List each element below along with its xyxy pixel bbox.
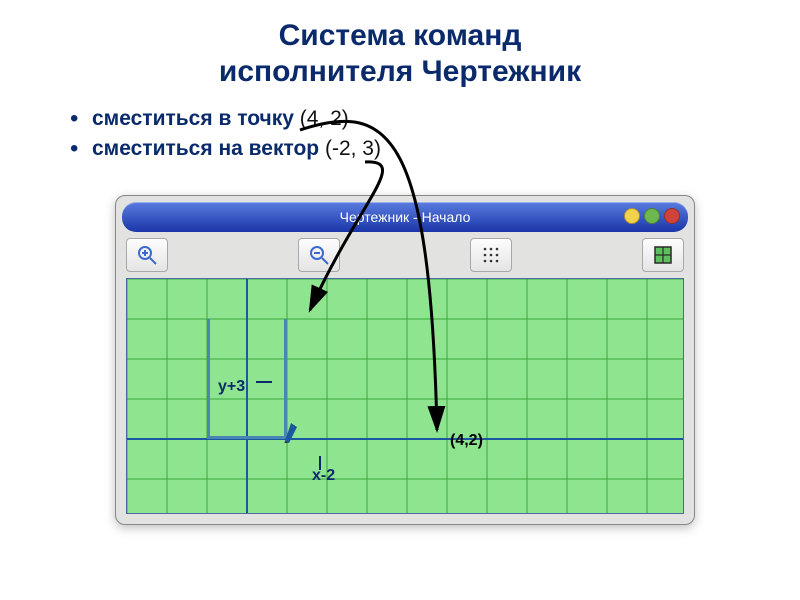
bullet-rest: (-2, 3): [319, 137, 381, 160]
minimize-icon[interactable]: [624, 208, 640, 224]
maximize-icon[interactable]: [644, 208, 660, 224]
grid-dots-icon: [480, 244, 502, 266]
bullet-bold: сместиться в точку: [92, 107, 294, 130]
title-line-1: Система команд: [279, 19, 522, 52]
bullet-move-by-vector: сместиться на вектор (-2, 3): [70, 134, 800, 164]
zoom-in-button[interactable]: [126, 238, 168, 272]
zoom-out-button[interactable]: [298, 238, 340, 272]
label-x-minus-2: x-2: [312, 467, 335, 485]
slide-title: Система команд исполнителя Чертежник: [0, 0, 800, 90]
command-bullets: сместиться в точку (4, 2) сместиться на …: [70, 104, 800, 164]
grid-button[interactable]: [470, 238, 512, 272]
drawing-canvas: [126, 278, 684, 514]
zoom-out-icon: [308, 244, 330, 266]
bullet-bold: сместиться на вектор: [92, 137, 319, 160]
bullet-rest: (4, 2): [294, 107, 349, 130]
title-line-2: исполнителя Чертежник: [219, 55, 581, 88]
label-y-plus-3: y+3: [218, 378, 245, 396]
window-titlebar: Чертежник - Начало: [122, 202, 688, 232]
zoom-in-icon: [136, 244, 158, 266]
label-point-4-2: (4,2): [450, 432, 483, 450]
fit-button[interactable]: [642, 238, 684, 272]
toolbar: [116, 232, 694, 278]
pen-icon: [283, 421, 299, 448]
app-window: Чертежник - Начало: [115, 195, 695, 525]
fit-window-icon: [652, 244, 674, 266]
close-icon[interactable]: [664, 208, 680, 224]
window-title: Чертежник - Начало: [340, 209, 471, 225]
bullet-move-to-point: сместиться в точку (4, 2): [70, 104, 800, 134]
window-controls: [624, 208, 680, 224]
